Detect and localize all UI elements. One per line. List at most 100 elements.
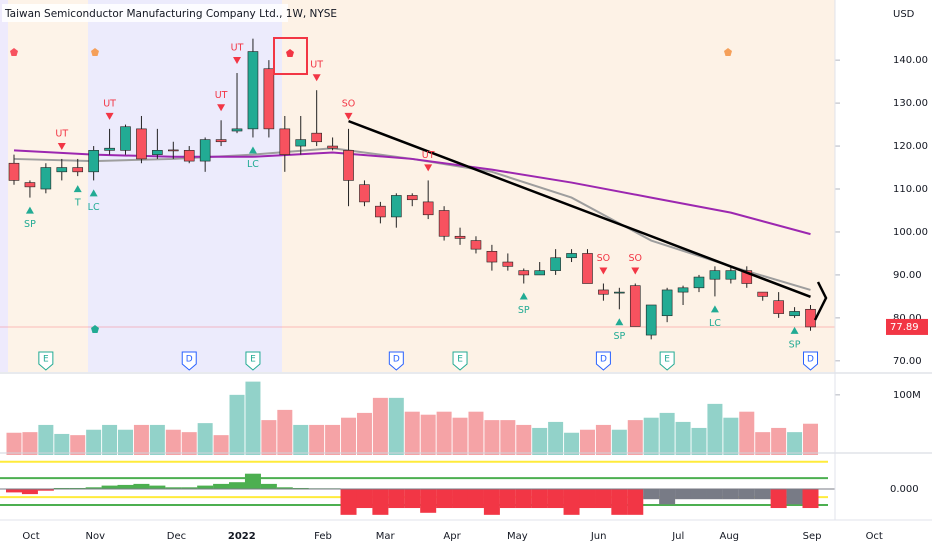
indicator-bar bbox=[292, 487, 309, 489]
volume-bar bbox=[165, 429, 181, 455]
volume-bar bbox=[468, 411, 484, 455]
y-tick-label: 70.00 bbox=[893, 356, 922, 367]
y-tick-label: 100M bbox=[893, 390, 921, 401]
volume-bar bbox=[197, 423, 213, 455]
signal-marker bbox=[424, 164, 433, 172]
x-tick-label: Jul bbox=[671, 531, 684, 542]
volume-bar bbox=[627, 420, 643, 455]
signal-label: T bbox=[74, 198, 81, 209]
signal-marker bbox=[519, 292, 528, 300]
candle-body bbox=[741, 270, 753, 284]
volume-bar bbox=[86, 429, 102, 455]
highlight-box bbox=[273, 37, 308, 75]
volume-bar bbox=[118, 429, 134, 455]
volume-bar bbox=[436, 411, 452, 455]
indicator-bar bbox=[165, 487, 182, 489]
volume-bar bbox=[22, 432, 38, 455]
signal-marker bbox=[312, 74, 321, 82]
signal-label: UT bbox=[103, 98, 116, 109]
signal-label: LC bbox=[88, 202, 100, 213]
candle-body bbox=[438, 210, 450, 237]
candle-body bbox=[614, 291, 625, 294]
volume-bar bbox=[309, 424, 325, 455]
volume-bar bbox=[388, 397, 404, 455]
indicator-bar bbox=[675, 489, 692, 500]
indicator-bar bbox=[101, 485, 118, 489]
y-tick-label: 0.000 bbox=[890, 484, 919, 495]
flag-icon bbox=[286, 49, 294, 57]
signal-marker bbox=[344, 112, 353, 120]
signal-label: SP bbox=[789, 339, 801, 350]
volume-bar bbox=[707, 403, 723, 455]
volume-bar bbox=[6, 432, 22, 455]
flag-icon bbox=[724, 48, 732, 56]
volume-bar bbox=[293, 424, 309, 455]
candle-body bbox=[120, 126, 131, 151]
signal-marker bbox=[599, 267, 608, 275]
signal-label: UT bbox=[55, 128, 68, 139]
candle-body bbox=[136, 128, 147, 160]
signal-label: SO bbox=[597, 253, 611, 264]
volume-bar bbox=[38, 424, 54, 455]
indicator-bar bbox=[149, 485, 166, 489]
candle-body bbox=[582, 253, 593, 284]
x-tick-label: 2022 bbox=[228, 531, 256, 542]
volume-bar bbox=[516, 424, 532, 455]
volume-bar bbox=[54, 433, 70, 455]
price-badge-label: 77.89 bbox=[890, 322, 919, 333]
candle-body bbox=[406, 195, 418, 201]
candle-body bbox=[168, 149, 179, 152]
moving-average bbox=[13, 149, 811, 236]
event-label: E bbox=[664, 355, 670, 365]
candle-body bbox=[311, 132, 322, 143]
indicator-bar bbox=[515, 489, 532, 509]
indicator-bar bbox=[802, 489, 819, 509]
candle-body bbox=[661, 289, 673, 317]
event-label: D bbox=[600, 355, 607, 365]
signal-label: UT bbox=[310, 60, 323, 71]
indicator-bar bbox=[260, 483, 277, 489]
session-bg bbox=[282, 0, 835, 372]
indicator-bar bbox=[420, 489, 437, 513]
x-tick-label: Nov bbox=[85, 531, 105, 542]
candle-body bbox=[598, 289, 609, 295]
candle-body bbox=[550, 257, 561, 271]
x-tick-label: Apr bbox=[443, 531, 461, 542]
volume-bar bbox=[595, 424, 611, 455]
indicator-bar bbox=[436, 489, 453, 509]
candle-body bbox=[199, 139, 211, 162]
volume-bar bbox=[611, 429, 627, 455]
candle-body bbox=[725, 270, 737, 280]
y-tick-label: 110.00 bbox=[893, 184, 928, 195]
volume-bar bbox=[755, 432, 771, 455]
volume-bar bbox=[229, 394, 245, 455]
indicator-bar bbox=[611, 489, 628, 515]
candle-body bbox=[231, 128, 243, 132]
signal-marker bbox=[105, 112, 114, 120]
candle-body bbox=[56, 167, 68, 173]
event-badge bbox=[659, 351, 675, 371]
plot: 140.00 130.00 120.00 110.00 100.00 90.00 80.00… bbox=[0, 38, 928, 542]
indicator-bar bbox=[722, 489, 739, 500]
candle-body bbox=[327, 145, 338, 149]
signal-marker bbox=[217, 104, 226, 112]
indicator-bar bbox=[706, 489, 723, 500]
candle-body bbox=[343, 150, 354, 181]
indicator-bar bbox=[117, 484, 134, 489]
signal-label: SO bbox=[342, 98, 356, 109]
x-tick-label: Aug bbox=[719, 531, 739, 542]
x-tick-label: Dec bbox=[167, 531, 186, 542]
signal-marker bbox=[25, 206, 34, 214]
indicator-bar bbox=[786, 489, 803, 505]
candle-body bbox=[422, 201, 434, 216]
volume-bar bbox=[691, 427, 707, 455]
indicator-bar bbox=[738, 489, 755, 500]
currency-label: USD bbox=[893, 9, 915, 20]
signal-marker bbox=[790, 326, 799, 334]
event-badge bbox=[388, 351, 404, 371]
event-badge bbox=[245, 351, 261, 371]
volume-bar bbox=[404, 411, 420, 455]
indicator-bar bbox=[770, 489, 787, 509]
x-tick-label: Mar bbox=[376, 531, 396, 542]
